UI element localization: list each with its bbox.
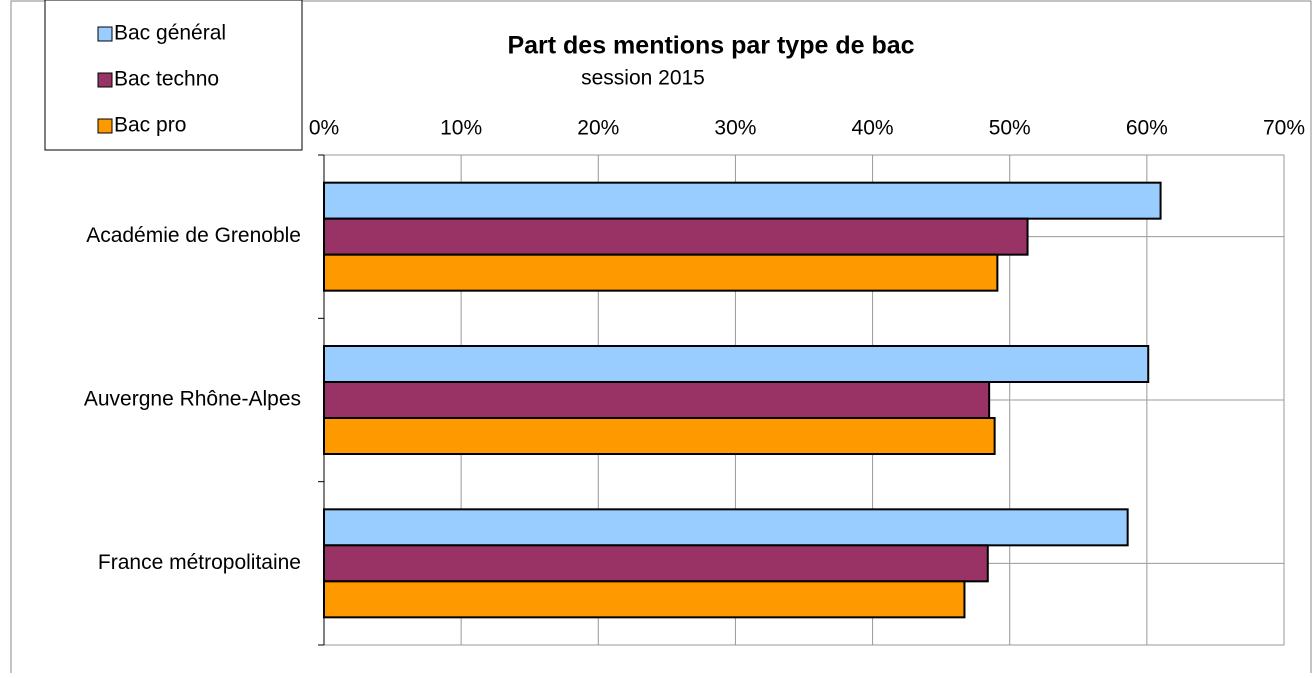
x-tick-label: 10% xyxy=(440,117,482,140)
legend-label: Bac techno xyxy=(114,68,219,91)
y-tick-label: Académie de Grenoble xyxy=(86,224,301,247)
legend-label: Bac général xyxy=(114,22,226,45)
y-tick-label: France métropolitaine xyxy=(98,551,301,574)
x-tick-label: 40% xyxy=(852,117,894,140)
x-tick-label: 0% xyxy=(309,117,339,140)
bar xyxy=(323,417,996,455)
bar xyxy=(323,217,1029,256)
bar xyxy=(323,381,991,419)
bar xyxy=(323,253,999,292)
legend-swatch xyxy=(97,26,113,42)
legend-swatch xyxy=(97,72,113,88)
x-tick-label: 20% xyxy=(577,117,619,140)
legend xyxy=(44,0,303,151)
bar xyxy=(323,580,966,619)
x-tick-label: 60% xyxy=(1126,117,1168,140)
bar xyxy=(323,181,1162,220)
legend-swatch xyxy=(97,118,113,134)
x-tick-label: 50% xyxy=(989,117,1031,140)
legend-label: Bac pro xyxy=(114,114,186,137)
x-tick-label: 30% xyxy=(714,117,756,140)
x-tick-label: 70% xyxy=(1263,117,1305,140)
bar xyxy=(323,345,1150,383)
y-tick-label: Auvergne Rhône-Alpes xyxy=(84,388,301,411)
bar xyxy=(323,508,1129,547)
bar xyxy=(323,544,989,583)
chart-title: Part des mentions par type de bac xyxy=(507,32,914,60)
chart-subtitle: session 2015 xyxy=(581,67,705,90)
chart-border xyxy=(10,0,1312,678)
